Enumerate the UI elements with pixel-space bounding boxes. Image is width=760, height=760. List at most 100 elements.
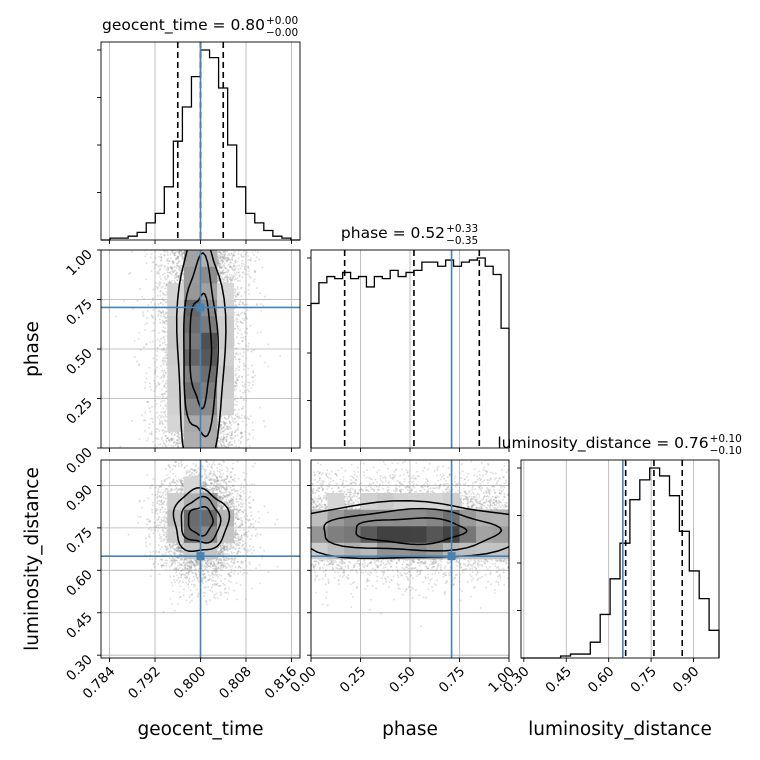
sample-point — [223, 257, 226, 260]
sample-point — [163, 360, 166, 362]
sample-point — [160, 257, 163, 259]
sample-point — [155, 285, 158, 288]
sample-point — [225, 446, 228, 448]
sample-point — [172, 261, 175, 263]
sample-point — [175, 258, 178, 260]
sample-point — [227, 417, 230, 420]
sample-point — [150, 256, 152, 259]
sample-point — [176, 279, 179, 281]
sample-point — [224, 422, 227, 425]
sample-point — [173, 254, 176, 257]
sample-point — [177, 431, 179, 434]
sample-point — [165, 386, 168, 389]
sample-point — [136, 360, 138, 363]
sample-point — [232, 277, 235, 279]
sample-point — [235, 273, 237, 276]
sample-point — [234, 430, 237, 433]
sample-point — [164, 444, 167, 447]
sample-point — [227, 269, 230, 272]
sample-point — [153, 360, 156, 363]
sample-point — [244, 338, 247, 341]
sample-point — [181, 252, 184, 255]
sample-point — [182, 252, 184, 254]
sample-point — [227, 276, 230, 279]
sample-point — [146, 253, 148, 255]
sample-point — [162, 342, 164, 345]
sample-point — [174, 273, 177, 276]
sample-point — [225, 437, 228, 440]
sample-point — [249, 276, 252, 279]
sample-point — [248, 433, 251, 436]
sample-point — [178, 442, 181, 445]
sample-point — [243, 364, 246, 367]
sample-point — [180, 277, 183, 280]
sample-point — [174, 433, 176, 436]
sample-point — [163, 313, 166, 316]
sample-point — [170, 266, 173, 269]
sample-point — [176, 431, 179, 434]
sample-point — [241, 303, 244, 305]
sample-point — [166, 266, 169, 269]
sample-point — [141, 295, 144, 298]
sample-point — [249, 324, 252, 327]
sample-point — [236, 293, 239, 296]
sample-point — [160, 253, 162, 256]
sample-point — [233, 304, 236, 307]
sample-point — [163, 321, 166, 323]
sample-point — [240, 262, 243, 265]
sample-point — [138, 363, 141, 366]
sample-point — [221, 271, 223, 274]
sample-point — [225, 422, 228, 424]
sample-point — [163, 347, 165, 350]
sample-point — [181, 253, 183, 256]
sample-point — [175, 442, 178, 444]
sample-point — [162, 407, 164, 410]
sample-point — [177, 255, 179, 258]
sample-point — [162, 380, 164, 383]
sample-point — [237, 424, 239, 426]
sample-point — [146, 322, 148, 325]
sample-point — [173, 275, 176, 277]
sample-point — [178, 252, 180, 254]
sample-point — [224, 267, 227, 269]
sample-point — [153, 267, 155, 270]
sample-point — [236, 379, 239, 381]
sample-point — [173, 434, 176, 436]
sample-point — [247, 289, 250, 292]
sample-point — [237, 268, 240, 270]
sample-point — [179, 270, 181, 272]
sample-point — [248, 384, 251, 387]
sample-point — [233, 288, 236, 290]
sample-point — [239, 437, 242, 439]
sample-point — [148, 366, 151, 369]
sample-point — [175, 276, 177, 279]
sample-point — [175, 262, 178, 265]
sample-point — [247, 374, 249, 376]
sample-point — [233, 265, 235, 268]
sample-point — [221, 444, 224, 447]
sample-point — [227, 270, 230, 272]
sample-point — [228, 420, 231, 422]
sample-point — [157, 310, 160, 313]
sample-point — [220, 259, 223, 261]
sample-point — [159, 267, 161, 270]
sample-point — [216, 419, 219, 421]
sample-point — [148, 433, 151, 435]
sample-point — [153, 322, 155, 324]
sample-point — [161, 285, 164, 288]
sample-point — [154, 303, 156, 306]
sample-point — [221, 256, 224, 259]
sample-point — [165, 390, 168, 393]
sample-point — [231, 438, 233, 441]
sample-point — [220, 446, 223, 448]
sample-point — [166, 357, 169, 360]
sample-point — [149, 385, 152, 388]
sample-point — [224, 418, 227, 420]
sample-point — [225, 446, 228, 448]
sample-point — [241, 436, 243, 439]
sample-point — [156, 395, 158, 398]
sample-point — [223, 264, 225, 267]
sample-point — [160, 311, 163, 314]
sample-point — [267, 365, 270, 368]
